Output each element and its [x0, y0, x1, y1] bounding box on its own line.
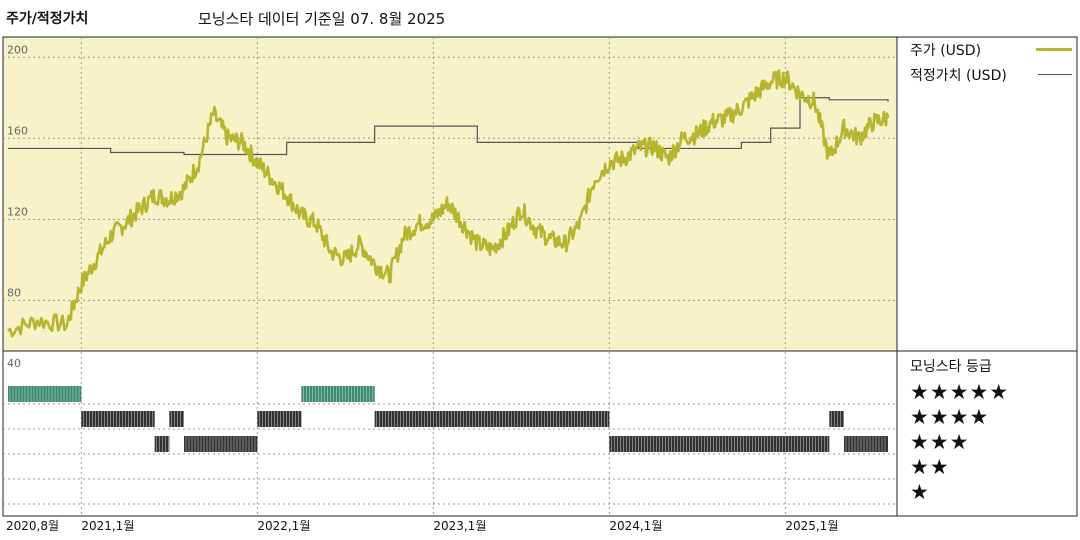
x-tick-label: 2025,1월 — [785, 519, 838, 533]
y-tick-label: 160 — [7, 124, 28, 137]
rating-y-tick-label: 40 — [7, 357, 21, 370]
rating-bar-4-star — [81, 411, 155, 427]
legend-fair-value-label: 적정가치 (USD) — [910, 68, 1007, 84]
rating-bar-fill — [184, 436, 258, 452]
rating-bar-5-star — [301, 386, 375, 402]
x-tick-label: 2020,8월 — [6, 519, 59, 533]
rating-bar-fill — [81, 411, 155, 427]
legend-price-swatch — [1036, 48, 1072, 51]
y-tick-label: 120 — [7, 205, 28, 218]
x-tick-label: 2023,1월 — [433, 519, 486, 533]
x-tick-label: 2024,1월 — [609, 519, 662, 533]
x-tick-label: 2021,1월 — [81, 519, 134, 533]
rating-bar-4-star — [374, 411, 610, 427]
x-tick-label: 2022,1월 — [257, 519, 310, 533]
y-tick-label: 200 — [7, 43, 28, 56]
legend-price: 주가 (USD) — [910, 40, 981, 60]
legend-fair-value-swatch — [1038, 74, 1072, 75]
rating-bar-4-star — [169, 411, 184, 427]
legend-price-label: 주가 (USD) — [910, 43, 982, 59]
rating-bar-3-star — [154, 436, 170, 452]
rating-bar-3-star — [184, 436, 258, 452]
chart-border — [2, 36, 1078, 517]
rating-title: 모닝스타 등급 — [910, 359, 992, 375]
rating-3-stars: ★★★ — [910, 430, 970, 454]
rating-bar-fill — [257, 411, 302, 427]
rating-2-stars: ★★ — [910, 455, 950, 479]
data-date-subtitle: 모닝스타 데이터 기준일 07. 8월 2025 — [198, 10, 446, 28]
chart-title: 주가/적정가치 — [6, 11, 89, 27]
rating-bar-fill — [8, 386, 82, 402]
rating-bar-4-star — [829, 411, 844, 427]
rating-bar-3-star — [609, 436, 830, 452]
rating-4-stars: ★★★★ — [910, 405, 990, 429]
legend-fair-value: 적정가치 (USD) — [910, 65, 1007, 85]
price-line — [7, 69, 890, 338]
rating-bar-5-star — [8, 386, 82, 402]
y-tick-label: 80 — [7, 286, 21, 299]
rating-bar-3-star — [844, 436, 888, 452]
rating-bar-fill — [844, 436, 888, 452]
rating-5-stars: ★★★★★ — [910, 380, 1010, 404]
rating-1-star: ★ — [910, 480, 930, 504]
rating-bar-fill — [301, 386, 375, 402]
rating-bar-4-star — [257, 411, 302, 427]
